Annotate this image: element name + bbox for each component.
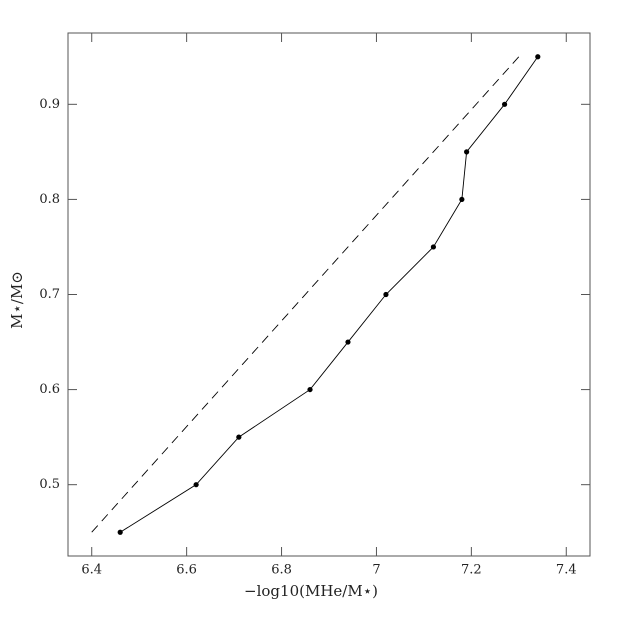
y-axis-label: M⋆/M⊙ — [8, 271, 26, 329]
point — [464, 149, 470, 155]
point — [383, 291, 389, 298]
point — [236, 434, 242, 440]
line — [119, 56, 539, 533]
point — [117, 529, 123, 535]
point — [345, 339, 351, 345]
point — [535, 54, 541, 60]
y-tick-label: 0.5 — [39, 477, 60, 492]
line — [91, 56, 520, 533]
point — [501, 101, 508, 107]
x-tick-label: 7.4 — [556, 563, 577, 578]
point — [307, 386, 313, 393]
x-axis-label: −log10(MHe/M⋆) — [244, 582, 378, 600]
x-tick-label: 6.4 — [81, 563, 102, 578]
y-tick-label: 0.9 — [39, 97, 60, 112]
point — [430, 244, 436, 250]
point — [193, 482, 199, 488]
x-tick-label: 7 — [372, 563, 380, 578]
x-tick-label: 6.6 — [176, 563, 197, 578]
point — [459, 196, 465, 203]
x-tick-label: 7.2 — [461, 563, 482, 578]
plot-frame — [67, 32, 591, 557]
x-tick-label: 6.8 — [271, 563, 292, 578]
y-tick-label: 0.7 — [39, 287, 60, 302]
y-tick-label: 0.8 — [39, 192, 60, 207]
y-tick-label: 0.6 — [39, 382, 60, 397]
